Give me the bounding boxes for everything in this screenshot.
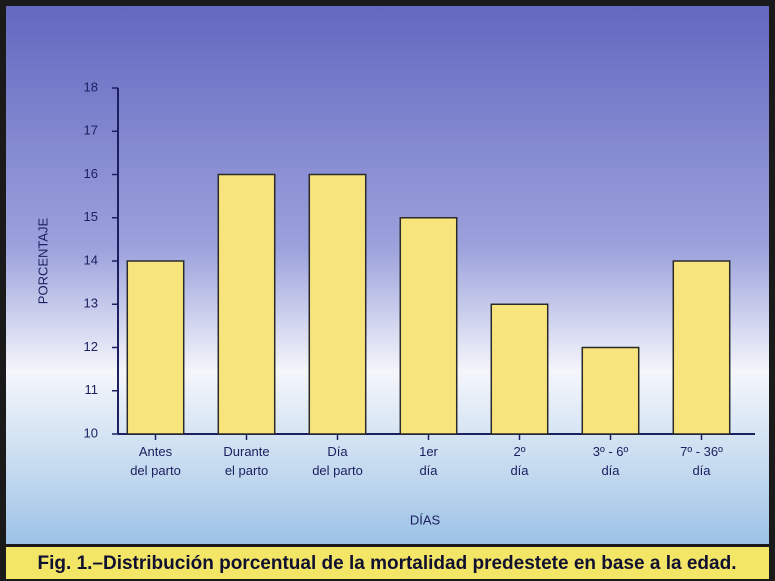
x-tick-label-line: 1er [419, 444, 438, 459]
y-tick-label: 18 [84, 79, 98, 94]
x-tick-label: Durante el parto [223, 444, 269, 478]
y-tick-label: 11 [85, 382, 99, 397]
bar [581, 346, 640, 435]
bar [490, 303, 549, 435]
y-tick-label: 10 [84, 425, 98, 440]
x-tick-label-line: del parto [130, 463, 181, 478]
x-tick-label-line: Durante [223, 444, 269, 459]
x-tick-label-line: Antes [139, 444, 173, 459]
y-tick-label: 17 [84, 123, 98, 138]
y-tick-label: 16 [84, 166, 98, 181]
x-tick-label-line: día [510, 463, 529, 478]
x-tick-label: 3º - 6º día [593, 444, 629, 478]
x-tick-label-line: 2º [514, 444, 526, 459]
x-tick-label-line: del parto [312, 463, 363, 478]
x-tick-label-line: día [692, 463, 711, 478]
bar [399, 217, 458, 435]
x-tick-label-line: Día [327, 444, 348, 459]
x-tick-label: 1er día [419, 444, 438, 478]
bar [672, 260, 731, 435]
y-tick-label: 13 [84, 296, 98, 311]
y-tick-label: 14 [84, 252, 98, 267]
x-tick-label: Día del parto [312, 444, 363, 478]
x-tick-label-line: 3º - 6º [593, 444, 629, 459]
caption-band [6, 547, 769, 579]
x-tick-label-line: 7º - 36º [680, 444, 723, 459]
x-tick-label-line: día [419, 463, 438, 478]
x-tick-label-line: día [601, 463, 620, 478]
caption: Fig. 1.–Distribución porcentual de la mo… [38, 553, 737, 574]
x-tick-label: 2º día [510, 444, 529, 478]
plot-background [6, 6, 769, 544]
y-tick-label: 15 [84, 209, 98, 224]
bar [217, 173, 276, 435]
x-tick-label: 7º - 36º día [680, 444, 723, 478]
x-tick-label: Antes del parto [130, 444, 181, 478]
bar [126, 260, 185, 435]
x-tick-label-line: el parto [225, 463, 268, 478]
x-axis-label: DÍAS [410, 512, 441, 527]
y-axis-label: PORCENTAJE [35, 217, 50, 304]
y-tick-label: 12 [84, 339, 98, 354]
bar [308, 173, 367, 435]
